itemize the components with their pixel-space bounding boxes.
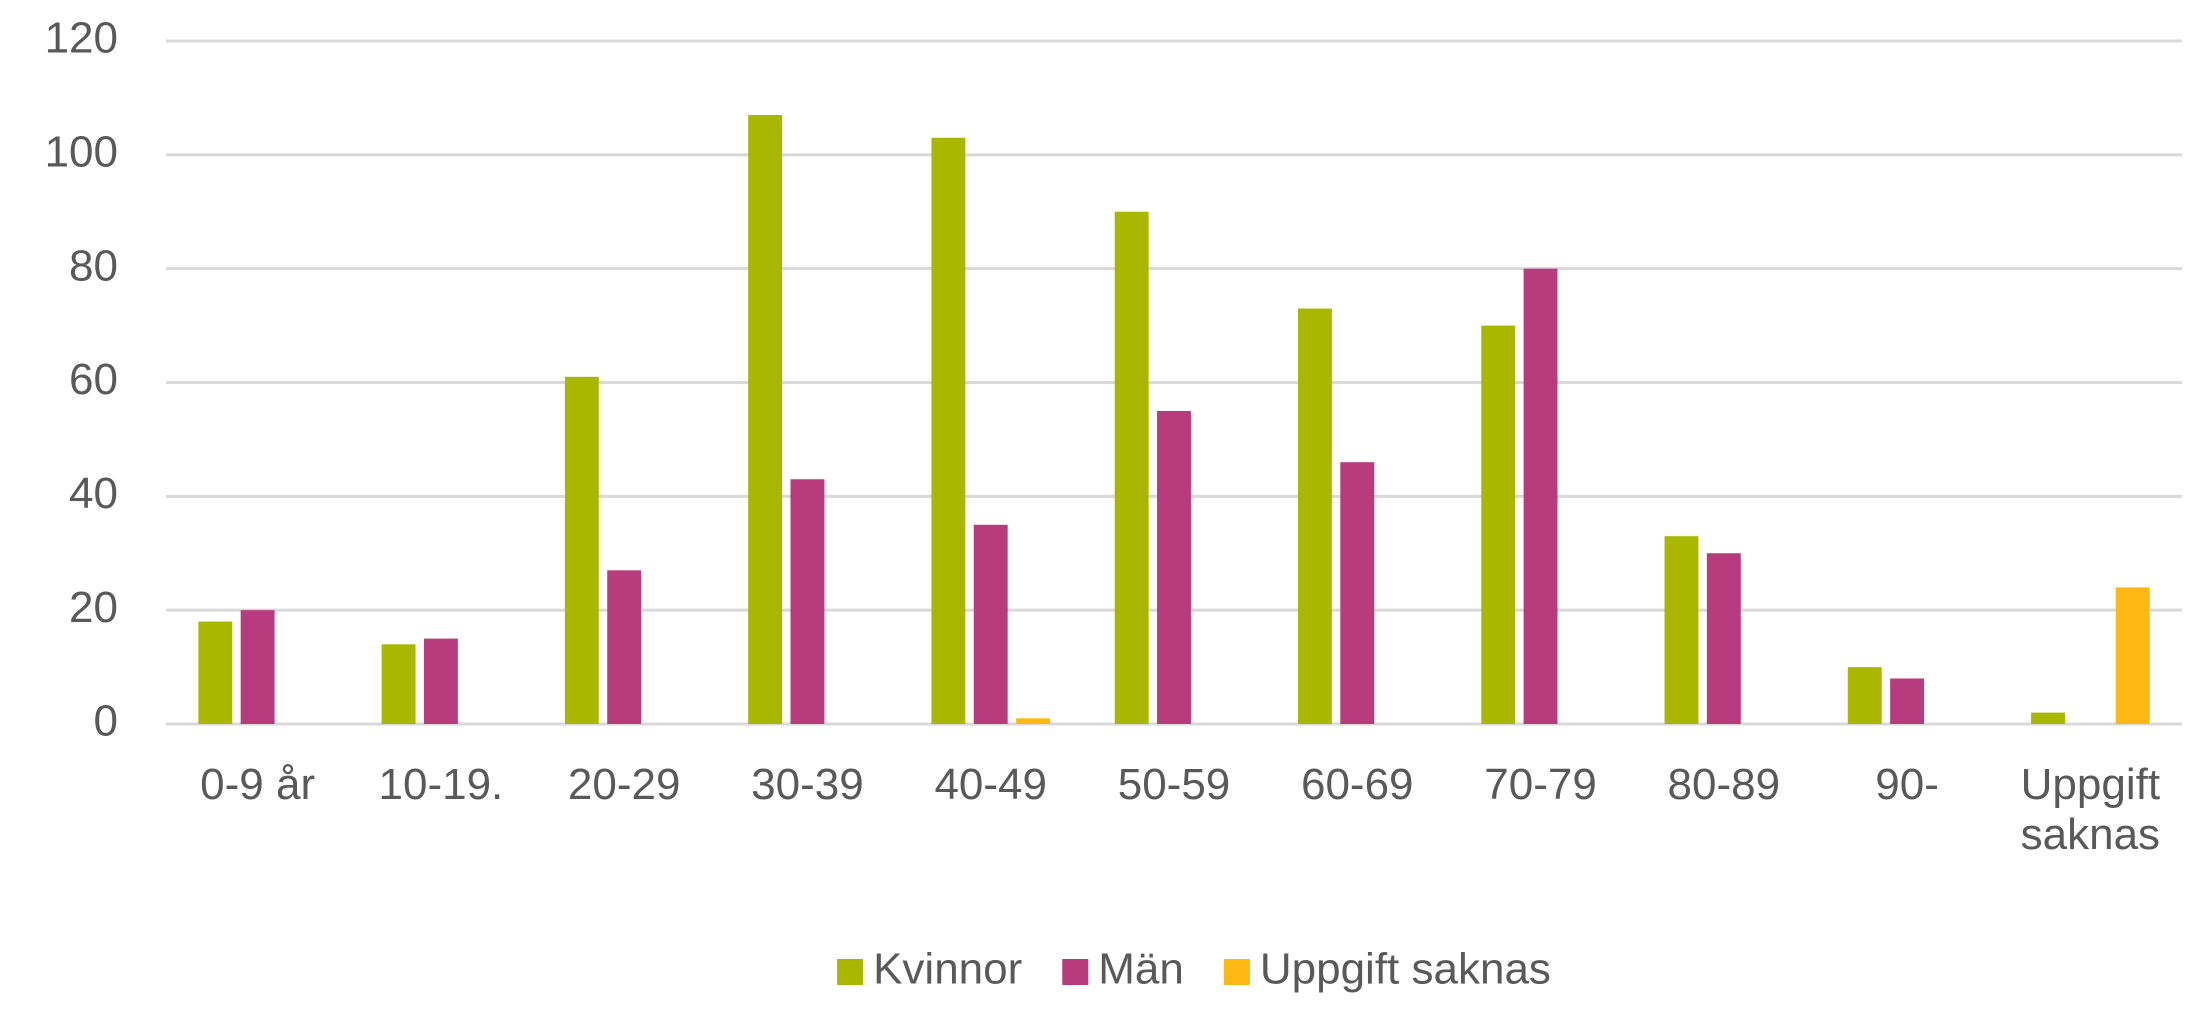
bar: [1706, 553, 1741, 724]
bar: [748, 114, 783, 724]
legend-label: Kvinnor: [873, 945, 1022, 994]
legend-label: Män: [1098, 945, 1184, 994]
legend-swatch: [1062, 959, 1089, 985]
y-tick-label: 0: [94, 697, 118, 746]
x-tick-label: 40-49: [934, 760, 1047, 809]
x-tick-label: 30-39: [751, 760, 864, 809]
y-tick-label: 100: [45, 127, 118, 176]
x-tick-label: 10-19.: [378, 760, 504, 809]
y-tick-label: 40: [69, 469, 118, 518]
bar: [1297, 308, 1332, 724]
bar: [607, 570, 642, 724]
bar: [973, 524, 1008, 724]
bar: [1340, 462, 1375, 724]
bar: [2115, 587, 2150, 724]
y-tick-label: 60: [69, 355, 118, 404]
bar: [381, 644, 416, 724]
bar: [1523, 268, 1558, 724]
x-tick-label: 20-29: [567, 760, 681, 809]
bar: [931, 137, 966, 725]
x-tick-label: 90-: [1875, 760, 1939, 809]
x-tick-label: Uppgift saknas: [2020, 760, 2161, 859]
bar: [1157, 410, 1191, 724]
bar: [240, 610, 275, 724]
y-tick-label: 80: [69, 241, 118, 290]
legend-label: Uppgift saknas: [1260, 945, 1551, 994]
bar: [790, 479, 825, 724]
bar: [1847, 667, 1882, 724]
bar: [1890, 678, 1925, 724]
legend-swatch: [837, 959, 864, 985]
y-tick-label: 120: [45, 14, 118, 63]
x-tick-label: 50-59: [1117, 760, 1231, 809]
x-tick-label: 0-9 år: [200, 760, 316, 809]
bar: [1114, 211, 1149, 724]
bar: [1664, 536, 1699, 724]
x-tick-label: 80-89: [1667, 760, 1781, 809]
bar: [423, 638, 458, 724]
x-tick-label: 70-79: [1484, 760, 1597, 809]
y-tick-label: 20: [69, 583, 118, 632]
x-tick-label: 60-69: [1300, 760, 1414, 809]
bar: [1016, 718, 1051, 724]
legend-swatch: [1223, 959, 1250, 985]
bar: [2031, 712, 2065, 724]
bar: [1481, 325, 1516, 724]
bar: [198, 621, 233, 724]
bar: [564, 376, 599, 724]
